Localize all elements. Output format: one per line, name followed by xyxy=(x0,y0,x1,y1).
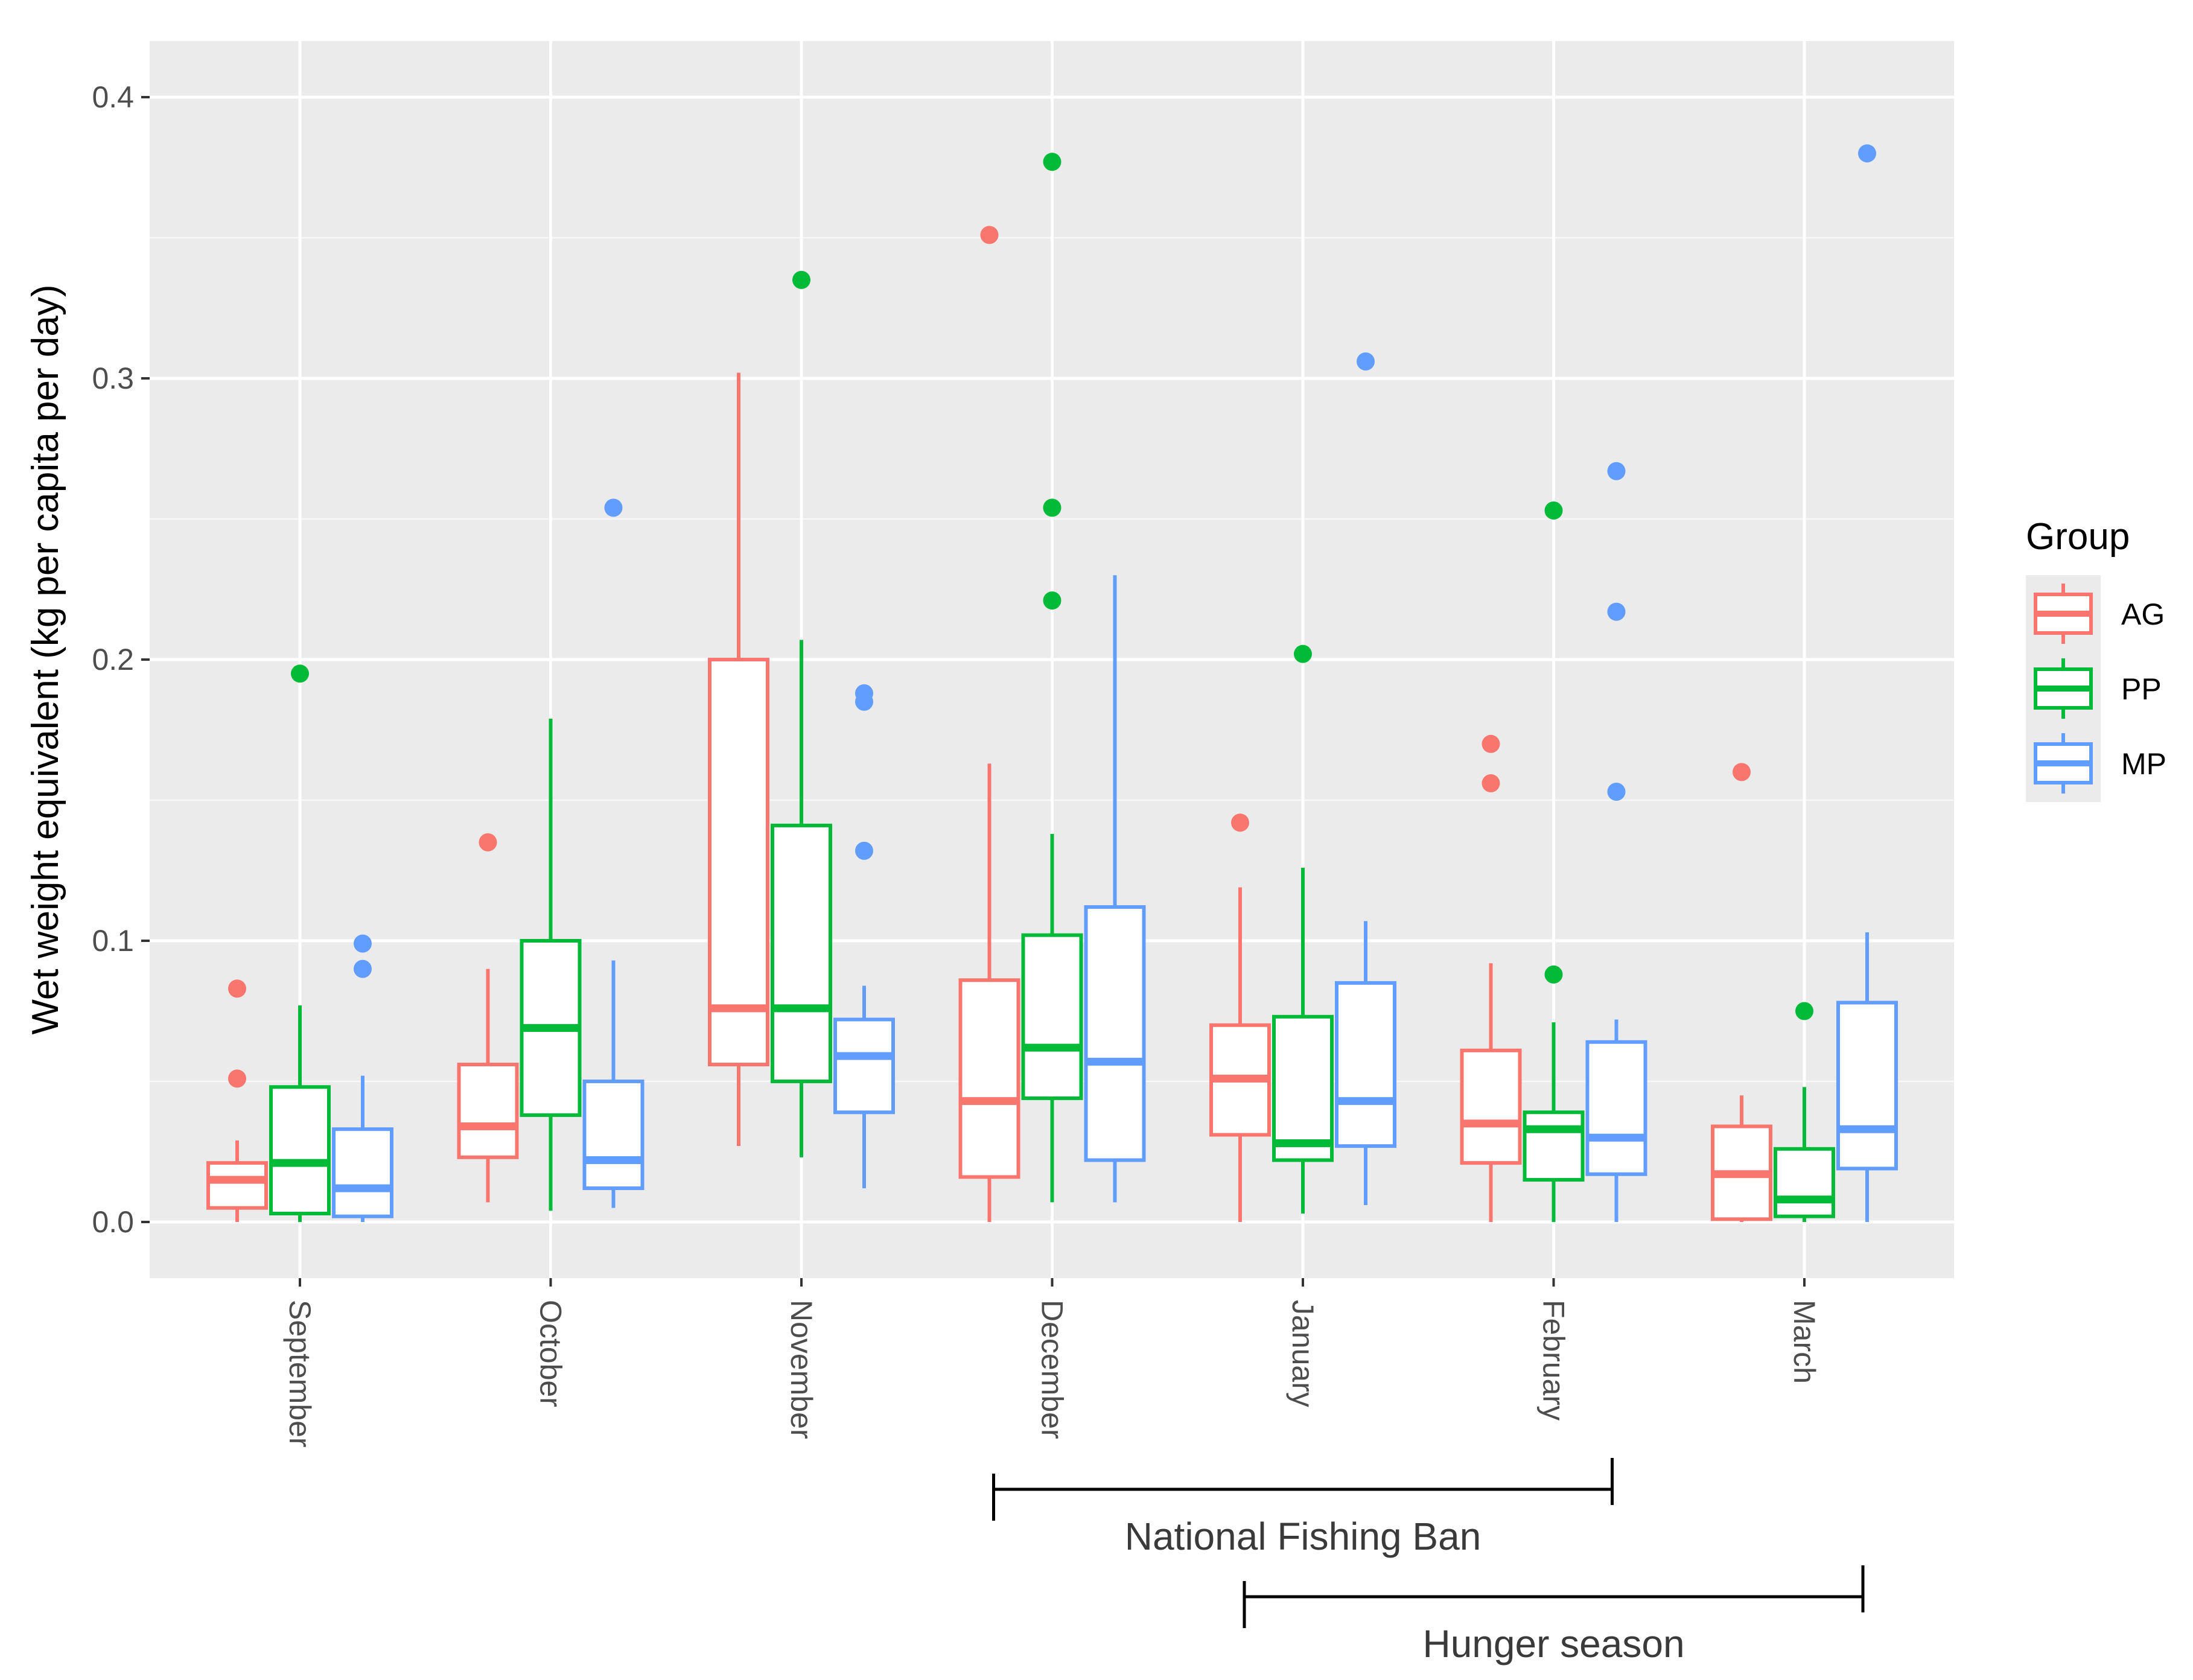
outlier-point xyxy=(1733,763,1751,781)
box-mp-january xyxy=(1335,352,1396,1206)
box-body xyxy=(1021,933,1083,1100)
y-tick-label: 0.0 xyxy=(92,1205,134,1239)
annotations: National Fishing Ban Hunger season xyxy=(992,1458,1865,1666)
outlier-point xyxy=(1482,774,1500,793)
box-pp-september xyxy=(269,664,331,1222)
outlier-point xyxy=(1231,813,1249,832)
boxes xyxy=(206,144,1898,1222)
outlier-point xyxy=(479,833,497,851)
legend-label-ag: AG xyxy=(2121,597,2165,631)
annotation-label: Hunger season xyxy=(1422,1622,1684,1666)
outlier-point xyxy=(855,841,873,860)
outlier-point xyxy=(1607,602,1626,621)
outlier-point xyxy=(228,979,246,998)
box-mp-february xyxy=(1585,462,1647,1222)
outlier-point xyxy=(1858,144,1876,163)
box-body xyxy=(269,1085,331,1216)
box-ag-january xyxy=(1209,813,1271,1222)
box-body xyxy=(833,1017,895,1115)
outlier-point xyxy=(1043,153,1061,171)
outlier-point xyxy=(604,498,623,517)
outlier-point xyxy=(1294,644,1312,663)
y-tick-label: 0.2 xyxy=(92,643,134,676)
box-pp-february xyxy=(1523,501,1585,1222)
box-ag-september xyxy=(206,979,268,1222)
outlier-point xyxy=(228,1069,246,1088)
outlier-point xyxy=(291,664,309,683)
x-tick-label: November xyxy=(785,1300,818,1439)
legend-title: Group xyxy=(2026,516,2130,558)
y-tick-label: 0.4 xyxy=(92,80,134,114)
box-body xyxy=(1084,905,1146,1162)
box-mp-march xyxy=(1836,144,1898,1222)
annotation-bracket: National Fishing Ban xyxy=(992,1458,1614,1558)
outlier-point xyxy=(855,692,873,711)
box-body xyxy=(1460,1048,1522,1165)
box-pp-october xyxy=(520,718,582,1211)
outlier-point xyxy=(1357,352,1375,371)
legend-label-pp: PP xyxy=(2121,672,2162,706)
y-axis: 0.0 0.1 0.2 0.3 0.4 xyxy=(92,80,150,1239)
box-body xyxy=(1585,1040,1647,1176)
outlier-point xyxy=(1482,734,1500,753)
box-body xyxy=(582,1080,645,1191)
box-mp-october xyxy=(582,498,645,1208)
legend-label-mp: MP xyxy=(2121,747,2166,781)
box-pp-december xyxy=(1021,153,1083,1203)
box-body xyxy=(1836,1001,1898,1171)
outlier-point xyxy=(1544,965,1563,984)
x-tick-label: March xyxy=(1787,1300,1821,1384)
box-mp-november xyxy=(833,684,895,1189)
box-body xyxy=(771,823,832,1083)
box-ag-october xyxy=(457,833,519,1203)
outlier-point xyxy=(354,959,372,978)
x-tick-label: September xyxy=(283,1300,317,1448)
box-body xyxy=(206,1161,268,1210)
outlier-point xyxy=(792,270,810,289)
outlier-point xyxy=(1607,783,1626,801)
box-pp-november xyxy=(771,270,832,1157)
box-body xyxy=(332,1127,393,1218)
outlier-point xyxy=(1607,462,1626,480)
box-pp-march xyxy=(1774,1002,1835,1222)
box-body xyxy=(708,658,769,1067)
box-ag-february xyxy=(1460,734,1522,1222)
box-mp-december xyxy=(1084,575,1146,1203)
outlier-point xyxy=(980,226,999,244)
y-tick-label: 0.3 xyxy=(92,361,134,395)
box-ag-december xyxy=(958,226,1020,1222)
box-body xyxy=(1335,981,1396,1148)
box-body xyxy=(1523,1110,1585,1182)
x-tick-label: February xyxy=(1537,1300,1571,1421)
outlier-point xyxy=(1043,591,1061,610)
box-mp-september xyxy=(332,934,393,1222)
outlier-point xyxy=(1795,1002,1813,1020)
y-tick-label: 0.1 xyxy=(92,924,134,958)
box-ag-november xyxy=(708,372,769,1147)
x-tick-label: January xyxy=(1286,1300,1320,1407)
box-body xyxy=(958,978,1020,1179)
legend: Group AG PP MP xyxy=(2026,516,2166,802)
outlier-point xyxy=(1043,498,1061,517)
outlier-point xyxy=(354,934,372,953)
x-tick-label: October xyxy=(534,1300,568,1407)
annotation-label: National Fishing Ban xyxy=(1125,1515,1482,1558)
annotation-bracket: Hunger season xyxy=(1243,1565,1865,1666)
y-axis-title: Wet weight equivalent (kg per capita per… xyxy=(25,285,66,1035)
box-body xyxy=(1774,1147,1835,1218)
x-tick-label: December xyxy=(1036,1300,1069,1439)
box-body xyxy=(457,1063,519,1159)
box-body xyxy=(1272,1014,1334,1162)
box-pp-january xyxy=(1272,644,1334,1214)
box-ag-march xyxy=(1711,763,1772,1222)
outlier-point xyxy=(1544,501,1563,520)
x-axis: September October November December January F… xyxy=(283,1278,1821,1448)
